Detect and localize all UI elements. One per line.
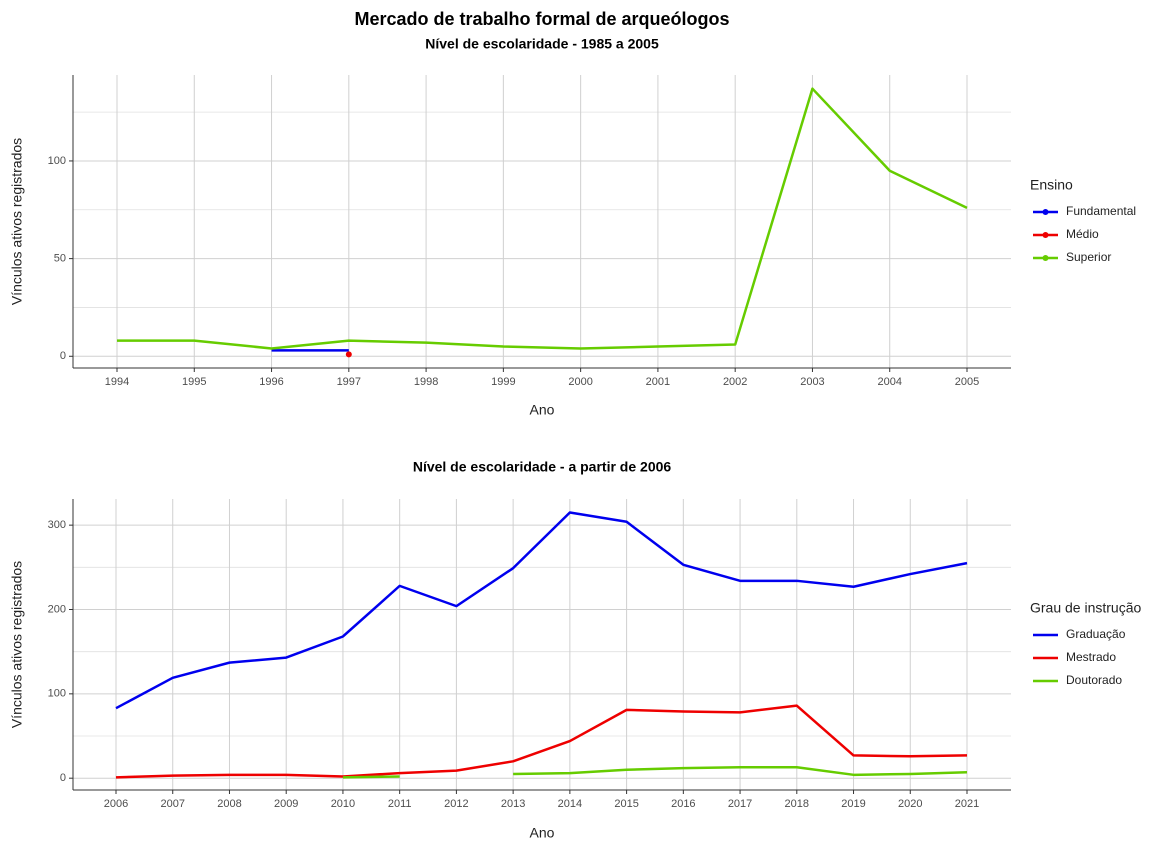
line-series (513, 765, 968, 777)
x-tick-label: 1999 (491, 376, 515, 388)
x-tick-label: 2019 (841, 798, 865, 810)
legend-marker (1042, 255, 1049, 261)
legend-label: Superior (1066, 250, 1111, 264)
x-tick-label: 2014 (558, 798, 582, 810)
x-tick-label: 2021 (955, 798, 979, 810)
x-tick-label: 2012 (444, 798, 468, 810)
y-tick-label: 200 (48, 603, 66, 615)
legend-label: Doutorado (1066, 673, 1122, 687)
chart-title: Mercado de trabalho formal de arqueólogo… (354, 9, 729, 29)
legend-title: Ensino (1030, 177, 1073, 193)
legend-title: Grau de instrução (1030, 600, 1141, 616)
x-tick-label: 2020 (898, 798, 922, 810)
x-tick-label: 2015 (614, 798, 638, 810)
x-tick-label: 2016 (671, 798, 695, 810)
x-tick-label: 2013 (501, 798, 525, 810)
y-tick-label: 0 (60, 772, 66, 784)
x-axis-label: Ano (530, 402, 555, 418)
x-tick-label: 2002 (723, 376, 747, 388)
x-tick-label: 1994 (105, 376, 129, 388)
legend-label: Mestrado (1066, 650, 1116, 664)
x-tick-label: 2017 (728, 798, 752, 810)
x-axis-label: Ano (530, 825, 555, 841)
x-tick-label: 2018 (785, 798, 809, 810)
x-tick-label: 2008 (217, 798, 241, 810)
line-series (342, 775, 400, 779)
line-series (117, 87, 968, 350)
x-tick-label: 2005 (955, 376, 979, 388)
legend-marker (1042, 209, 1049, 215)
y-tick-label: 50 (54, 253, 66, 265)
y-axis-label: Vínculos ativos registrados (9, 138, 25, 305)
chart-title: Nível de escolaridade - a partir de 2006 (413, 459, 672, 475)
x-tick-label: 2010 (331, 798, 355, 810)
x-tick-label: 2006 (104, 798, 128, 810)
y-tick-label: 0 (60, 350, 66, 362)
y-tick-label: 300 (48, 519, 66, 531)
x-tick-label: 2001 (646, 376, 670, 388)
x-tick-label: 2009 (274, 798, 298, 810)
legend-label: Médio (1066, 227, 1099, 241)
x-tick-label: 1997 (337, 376, 361, 388)
x-tick-label: 1998 (414, 376, 438, 388)
data-point (345, 351, 352, 358)
chart-subtitle: Nível de escolaridade - 1985 a 2005 (425, 36, 659, 52)
y-tick-label: 100 (48, 688, 66, 700)
y-axis-label: Vínculos ativos registrados (9, 561, 25, 728)
legend-label: Fundamental (1066, 204, 1136, 218)
line-series (115, 704, 968, 779)
legend-marker (1042, 232, 1049, 238)
x-tick-label: 2003 (800, 376, 824, 388)
x-tick-label: 2000 (568, 376, 592, 388)
x-tick-label: 2007 (160, 798, 184, 810)
legend-label: Graduação (1066, 627, 1126, 641)
line-series (115, 511, 968, 710)
x-tick-label: 1996 (259, 376, 283, 388)
x-tick-label: 2011 (388, 798, 412, 810)
x-tick-label: 2004 (877, 376, 901, 388)
x-tick-label: 1995 (182, 376, 206, 388)
y-tick-label: 100 (48, 155, 66, 167)
